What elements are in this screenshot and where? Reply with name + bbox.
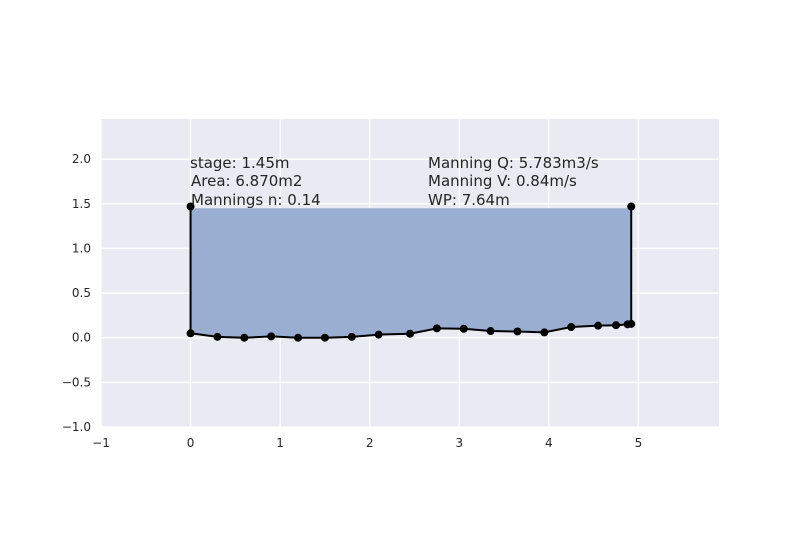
profile-point — [347, 332, 356, 341]
y-tick-label: −1.0 — [62, 420, 91, 434]
profile-point — [627, 202, 636, 211]
profile-point — [627, 319, 636, 328]
profile-point — [612, 321, 620, 330]
profile-point — [594, 321, 603, 330]
annotation-mannings-n: Mannings n: 0.14 — [191, 191, 321, 209]
y-axis-ticks: −1.0 −0.5 0.0 0.5 1.0 1.5 2.0 — [62, 152, 91, 434]
profile-point — [374, 330, 383, 339]
profile-point — [320, 333, 329, 342]
profile-point — [240, 333, 249, 342]
profile-point — [186, 202, 195, 211]
annotation-manning-q: Manning Q: 5.783m3/s — [428, 154, 599, 172]
annotation-wp: WP: 7.64m — [428, 191, 510, 209]
x-tick-label: 2 — [366, 436, 374, 450]
profile-point — [406, 329, 414, 338]
y-tick-label: 1.0 — [72, 241, 91, 255]
water-area-fill — [190, 208, 632, 338]
x-tick-label: 0 — [187, 436, 195, 450]
annotation-stage: stage: 1.45m — [190, 154, 289, 172]
x-tick-label: 5 — [635, 436, 643, 450]
x-tick-label: 4 — [545, 436, 553, 450]
profile-point — [459, 324, 468, 333]
x-tick-label: 3 — [455, 436, 463, 450]
profile-point — [540, 328, 549, 337]
annotation-area: Area: 6.870m2 — [191, 172, 302, 190]
profile-point — [432, 324, 441, 333]
x-axis-ticks: −1 0 1 2 3 4 5 — [92, 436, 642, 450]
y-tick-label: 1.5 — [72, 197, 91, 211]
y-tick-label: 0.5 — [72, 286, 91, 300]
y-tick-label: 2.0 — [72, 152, 91, 166]
profile-point — [486, 327, 495, 336]
profile-point — [513, 327, 522, 336]
y-tick-label: 0.0 — [72, 331, 91, 345]
profile-point — [294, 333, 303, 342]
profile-point — [567, 323, 576, 332]
profile-point — [186, 329, 195, 338]
profile-points — [186, 202, 636, 342]
x-tick-label: −1 — [92, 436, 110, 450]
y-tick-label: −0.5 — [62, 375, 91, 389]
profile-point — [267, 332, 276, 341]
x-tick-label: 1 — [276, 436, 284, 450]
annotation-manning-v: Manning V: 0.84m/s — [428, 172, 577, 190]
profile-point — [213, 332, 222, 341]
